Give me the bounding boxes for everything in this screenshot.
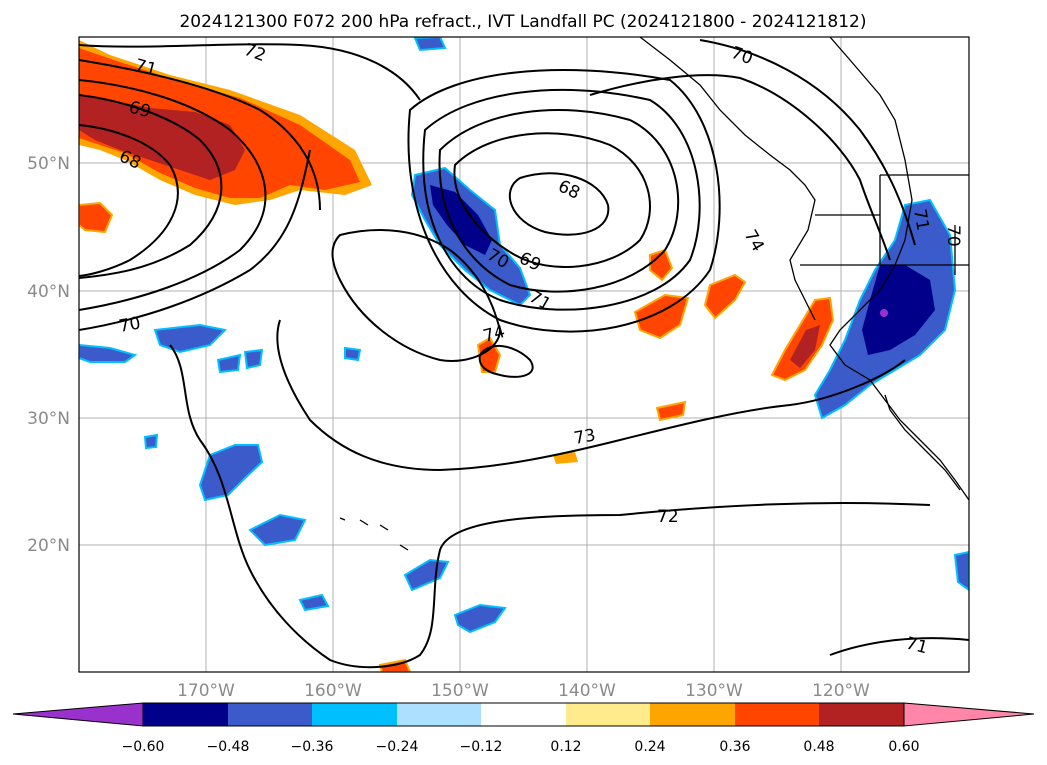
lat-axis-labels: 50°N 40°N 30°N 20°N bbox=[27, 154, 70, 556]
colorbar-segment bbox=[143, 703, 228, 726]
contour-label: 72 bbox=[657, 507, 679, 527]
colorbar-label: 0.24 bbox=[634, 739, 665, 755]
anomaly-negative-coast-core bbox=[862, 265, 935, 355]
anomaly-negative-w-4 bbox=[248, 513, 307, 547]
contour-label: 74 bbox=[740, 227, 768, 256]
anomaly-negative-w-10 bbox=[344, 346, 362, 362]
colorbar-label: 0.60 bbox=[888, 739, 919, 755]
anomaly-positive-mid-3 bbox=[649, 248, 674, 282]
colorbar-segment bbox=[819, 703, 904, 726]
contour-label: 74 bbox=[481, 322, 507, 347]
colorbar-label: −0.12 bbox=[460, 739, 503, 755]
colorbar-label: −0.24 bbox=[376, 739, 419, 755]
lon-label: 150°W bbox=[431, 681, 489, 701]
colorbar-label: −0.60 bbox=[122, 739, 165, 755]
colorbar-segment bbox=[312, 703, 397, 726]
anomaly-negative-trough-core bbox=[430, 185, 492, 255]
map-frame bbox=[78, 36, 970, 673]
anomaly-negative-w-6 bbox=[453, 603, 507, 634]
anomaly-positive-s-1 bbox=[655, 400, 687, 422]
lon-axis-labels: 170°W 160°W 150°W 140°W 130°W 120°W bbox=[177, 681, 870, 701]
anomaly-negative-w-7 bbox=[298, 593, 330, 612]
colorbar-segment bbox=[735, 703, 819, 726]
map-area: 72 71 69 68 70 68 69 70 71 74 73 72 70 7… bbox=[79, 37, 969, 672]
colorbar-segment bbox=[481, 703, 566, 726]
colorbar-label: −0.48 bbox=[207, 739, 250, 755]
anomaly-negative-w-9 bbox=[243, 348, 264, 370]
colorbar-label: 0.48 bbox=[803, 739, 834, 755]
contour-label: 73 bbox=[572, 425, 597, 448]
anomaly-negative-e-1 bbox=[953, 550, 969, 592]
anomaly-positive-mid-1 bbox=[633, 293, 690, 340]
colorbar-segment bbox=[566, 703, 650, 726]
anomaly-negative-w-11 bbox=[413, 37, 447, 52]
colorbar-label: −0.36 bbox=[291, 739, 334, 755]
anomaly-positive-coast-core bbox=[790, 325, 820, 368]
filled-anomalies bbox=[79, 37, 969, 672]
lon-label: 120°W bbox=[812, 681, 870, 701]
colorbar-segment bbox=[397, 703, 481, 726]
lon-label: 130°W bbox=[685, 681, 743, 701]
anomaly-positive-w-small bbox=[79, 201, 114, 234]
colorbar: −0.60 −0.48 −0.36 −0.24 −0.12 0.12 0.24 … bbox=[12, 702, 1035, 755]
colorbar-segment bbox=[228, 703, 312, 726]
anomaly-positive-nw-max bbox=[79, 95, 245, 180]
contour-label: 71 bbox=[904, 634, 930, 659]
colorbar-extend-min bbox=[12, 702, 144, 727]
height-contours bbox=[79, 39, 969, 669]
anomaly-negative-w-5 bbox=[403, 558, 450, 592]
anomaly-negative-w-8 bbox=[216, 353, 242, 374]
lat-label: 30°N bbox=[27, 409, 70, 429]
lon-label: 160°W bbox=[304, 681, 362, 701]
lat-label: 40°N bbox=[27, 282, 70, 302]
contour-label: 70 bbox=[943, 225, 963, 247]
colorbar-segment bbox=[650, 703, 735, 726]
anomaly-negative-coast-min bbox=[880, 309, 888, 317]
contour-label: 68 bbox=[555, 176, 583, 203]
map-title: 2024121300 F072 200 hPa refract., IVT La… bbox=[179, 12, 866, 32]
anomaly-negative-w-2 bbox=[79, 343, 138, 363]
contour-label: 71 bbox=[909, 207, 932, 232]
lon-label: 140°W bbox=[558, 681, 616, 701]
anomaly-negative-w-12 bbox=[143, 433, 159, 450]
lon-label: 170°W bbox=[177, 681, 235, 701]
anomaly-positive-mid-2 bbox=[703, 273, 747, 320]
lat-label: 50°N bbox=[27, 154, 70, 174]
anomaly-negative-w-1 bbox=[153, 323, 228, 354]
colorbar-label: 0.36 bbox=[719, 739, 750, 755]
lat-label: 20°N bbox=[27, 536, 70, 556]
contour-label: 70 bbox=[117, 313, 142, 336]
colorbar-extend-max bbox=[903, 702, 1035, 727]
coastlines bbox=[339, 37, 969, 551]
colorbar-label: 0.12 bbox=[550, 739, 581, 755]
anomaly-negative-w-3 bbox=[198, 444, 264, 502]
